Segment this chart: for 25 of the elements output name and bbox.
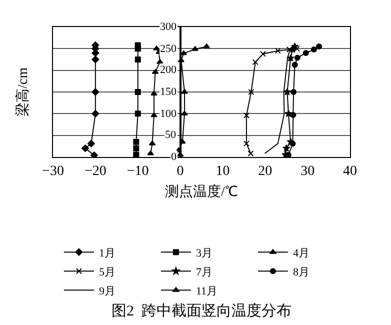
legend-label: 8月 [292, 266, 310, 278]
x-axis-title: 测点温度/℃ [165, 184, 238, 200]
x-tick-label: 30 [300, 164, 315, 179]
y-tick-label: 100 [160, 108, 177, 120]
legend-label: 1月 [98, 247, 116, 260]
legend-label: 7月 [196, 266, 212, 278]
x-tick-label: 40 [343, 164, 357, 179]
x-tick-label: 20 [258, 164, 272, 179]
y-tick-label: 300 [160, 21, 177, 33]
legend-label: 5月 [98, 266, 116, 278]
x-tick-label: 10 [216, 164, 230, 179]
x-tick-label: −30 [42, 164, 64, 179]
legend-label: 3月 [196, 247, 212, 260]
x-tick-label: −10 [126, 164, 149, 179]
y-tick-label: 0 [171, 151, 177, 163]
x-tick-label: −20 [84, 164, 106, 179]
y-tick-label: 250 [160, 43, 177, 55]
legend-label: 9月 [98, 285, 116, 298]
y-axis-title: 梁高/cm [14, 67, 31, 116]
y-tick-label: 150 [160, 86, 177, 98]
y-tick-label: 50 [165, 129, 176, 141]
text: 图2 跨中截面竖向温度分布 [112, 302, 292, 320]
legend-label: 11月 [196, 285, 218, 298]
y-tick-label: 200 [160, 64, 177, 76]
legend-label: 4月 [292, 247, 310, 260]
